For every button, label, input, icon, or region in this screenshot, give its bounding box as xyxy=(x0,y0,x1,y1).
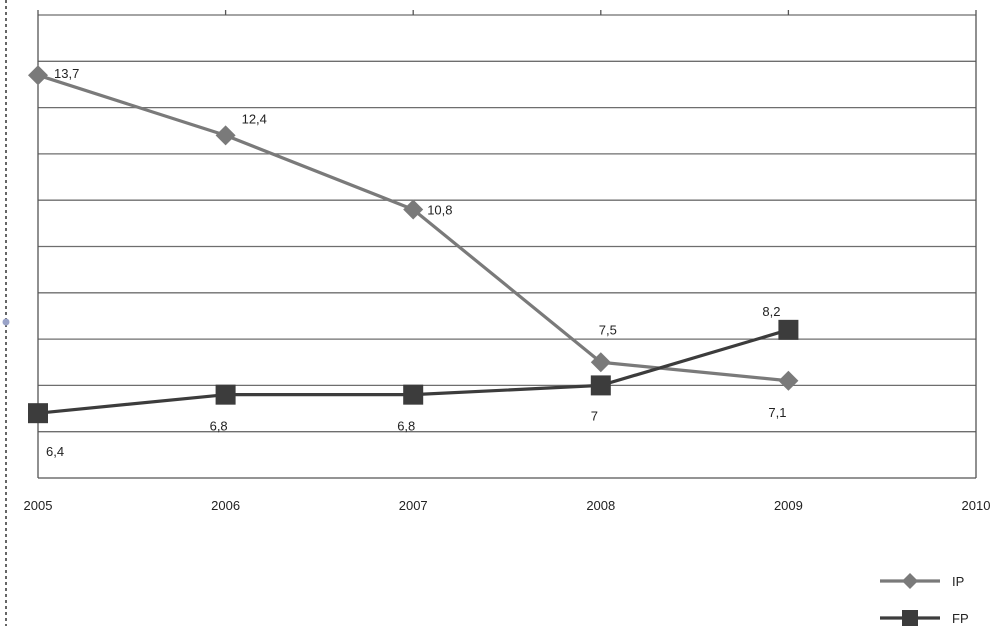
data-label-fp: 7 xyxy=(591,408,598,423)
data-label-fp: 8,2 xyxy=(762,304,780,319)
x-tick-label: 2006 xyxy=(211,498,240,513)
series-lines xyxy=(37,73,789,415)
data-labels: 13,7 12,4 10,8 7,5 7,1 6,4 6,8 6,8 7 8,2 xyxy=(46,66,786,459)
data-label-fp: 6,8 xyxy=(210,419,228,434)
data-point-fp xyxy=(403,384,424,405)
legend-marker-ip xyxy=(902,573,918,589)
x-tick-label: 2010 xyxy=(962,498,991,513)
legend: IP FP xyxy=(880,573,969,626)
x-tick-label: 2008 xyxy=(586,498,615,513)
data-point-fp xyxy=(215,384,236,405)
x-tick-label: 2005 xyxy=(24,498,53,513)
data-point-fp xyxy=(590,375,611,396)
data-point-ip xyxy=(28,65,48,86)
data-label-ip: 10,8 xyxy=(427,202,452,217)
series-line-ip xyxy=(37,73,789,383)
gridlines xyxy=(38,14,976,433)
data-label-ip: 7,1 xyxy=(768,405,786,420)
x-tick-label: 2009 xyxy=(774,498,803,513)
data-point-ip xyxy=(215,125,236,146)
x-tick-label: 2007 xyxy=(399,498,428,513)
data-point-fp xyxy=(28,403,48,424)
legend-marker-fp xyxy=(902,610,918,626)
data-point-fp xyxy=(778,319,799,340)
data-label-ip: 13,7 xyxy=(54,66,79,81)
data-point-ip xyxy=(590,352,611,373)
data-label-fp: 6,8 xyxy=(397,419,415,434)
series-markers xyxy=(28,65,799,424)
data-point-ip xyxy=(403,199,424,220)
data-label-ip: 12,4 xyxy=(242,111,267,126)
legend-label-fp: FP xyxy=(952,611,969,626)
data-point-ip xyxy=(778,370,799,391)
x-axis-ticks: 2005 2006 2007 2008 2009 2010 xyxy=(24,498,991,513)
axes xyxy=(37,10,977,479)
data-label-ip: 7,5 xyxy=(599,322,617,337)
data-label-fp: 6,4 xyxy=(46,444,64,459)
left-dashed-border xyxy=(2,0,10,626)
legend-label-ip: IP xyxy=(952,574,964,589)
